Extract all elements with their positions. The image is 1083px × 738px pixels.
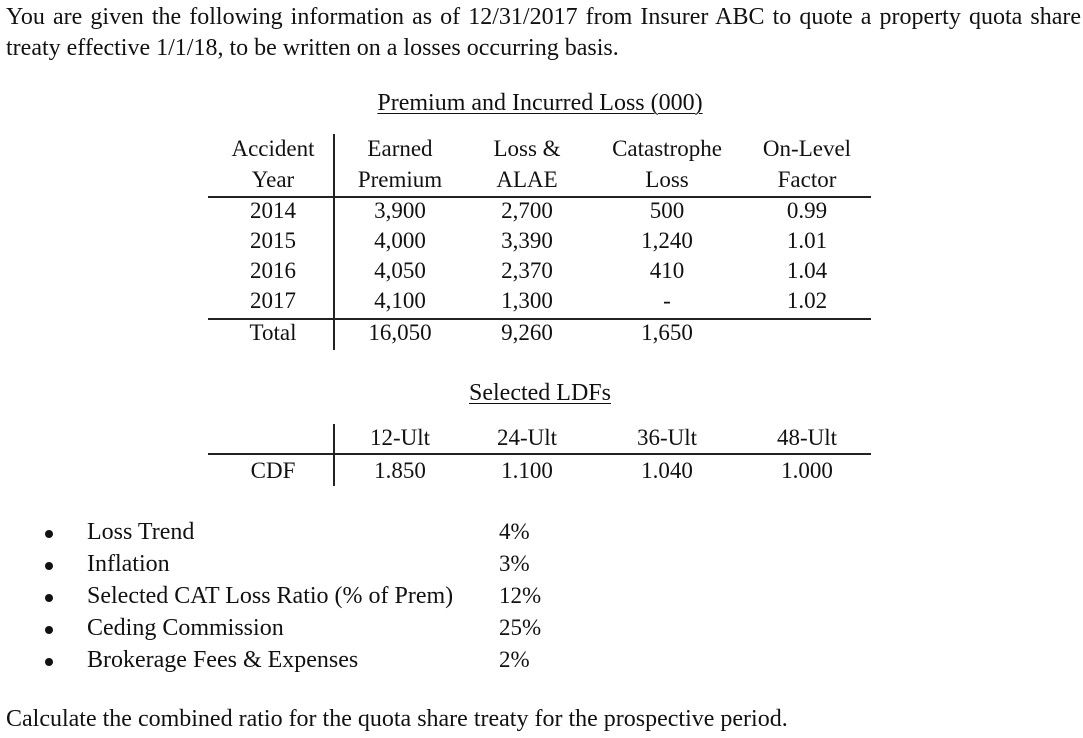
assumption-value: 25%	[499, 615, 542, 640]
cell-cat: -	[663, 288, 671, 313]
cell-year: 2017	[250, 288, 296, 313]
total-cat: 1,650	[641, 320, 693, 345]
assumption-value: 2%	[499, 647, 530, 672]
cell-year: 2015	[250, 228, 296, 253]
header-catastrophe-loss-1: Catastrophe	[612, 136, 722, 161]
ldf-header-rule	[208, 453, 871, 455]
cell-premium: 3,900	[374, 198, 426, 223]
header-accident-year-2: Year	[251, 167, 295, 192]
column-divider	[333, 134, 335, 350]
header-loss-alae-1: Loss &	[493, 136, 561, 161]
intro-paragraph: You are given the following information …	[6, 4, 1081, 61]
cell-premium: 4,000	[374, 228, 426, 253]
cell-cat: 500	[649, 198, 685, 223]
assumption-label: Loss Trend	[87, 519, 195, 545]
bullet-icon	[45, 562, 53, 570]
ldf-value: 1.040	[641, 458, 693, 483]
cell-loss: 1,300	[501, 288, 553, 313]
cell-loss: 2,370	[501, 258, 553, 283]
assumption-label: Brokerage Fees & Expenses	[87, 647, 359, 673]
bullet-icon	[45, 594, 53, 602]
total-label: Total	[249, 320, 297, 345]
total-loss: 9,260	[501, 320, 553, 345]
header-rule	[208, 196, 871, 198]
header-catastrophe-loss-2: Loss	[645, 167, 689, 192]
cell-olf: 0.99	[786, 198, 828, 223]
cell-premium: 4,100	[374, 288, 426, 313]
total-rule	[208, 318, 871, 320]
assumption-value: 12%	[499, 583, 542, 608]
ldf-header: 12-Ult	[369, 425, 431, 450]
assumption-label: Inflation	[87, 551, 170, 577]
ldf-column-divider	[333, 424, 335, 486]
ldf-value: 1.100	[501, 458, 553, 483]
ldf-header: 48-Ult	[776, 425, 838, 450]
bullet-icon	[45, 658, 53, 666]
assumption-label: Ceding Commission	[87, 615, 284, 641]
assumption-value: 4%	[499, 519, 530, 544]
ldf-header: 36-Ult	[636, 425, 698, 450]
cell-year: 2014	[250, 198, 296, 223]
header-earned-premium-2: Premium	[357, 167, 443, 192]
assumption-label: Selected CAT Loss Ratio (% of Prem)	[87, 583, 454, 609]
assumption-value: 3%	[499, 551, 530, 576]
header-on-level-factor-1: On-Level	[762, 136, 852, 161]
cell-cat: 1,240	[641, 228, 693, 253]
header-accident-year-1: Accident	[231, 136, 315, 161]
header-on-level-factor-2: Factor	[777, 167, 837, 192]
cell-loss: 3,390	[501, 228, 553, 253]
ldf-header: 24-Ult	[496, 425, 558, 450]
cell-olf: 1.04	[786, 258, 828, 283]
bullet-icon	[45, 530, 53, 538]
ldf-value: 1.850	[374, 458, 426, 483]
cell-olf: 1.01	[786, 228, 828, 253]
premium-table-title: Premium and Incurred Loss (000)	[377, 90, 703, 116]
cell-loss: 2,700	[501, 198, 553, 223]
cell-cat: 410	[649, 258, 685, 283]
total-premium: 16,050	[368, 320, 432, 345]
ldf-row-label: CDF	[250, 458, 296, 483]
bullet-icon	[45, 626, 53, 634]
ldf-table-title: Selected LDFs	[469, 380, 611, 406]
cell-premium: 4,050	[374, 258, 426, 283]
header-earned-premium-1: Earned	[367, 136, 433, 161]
question-text: Calculate the combined ratio for the quo…	[6, 706, 788, 732]
header-loss-alae-2: ALAE	[496, 167, 558, 192]
cell-year: 2016	[250, 258, 296, 283]
cell-olf: 1.02	[786, 288, 828, 313]
ldf-value: 1.000	[781, 458, 833, 483]
